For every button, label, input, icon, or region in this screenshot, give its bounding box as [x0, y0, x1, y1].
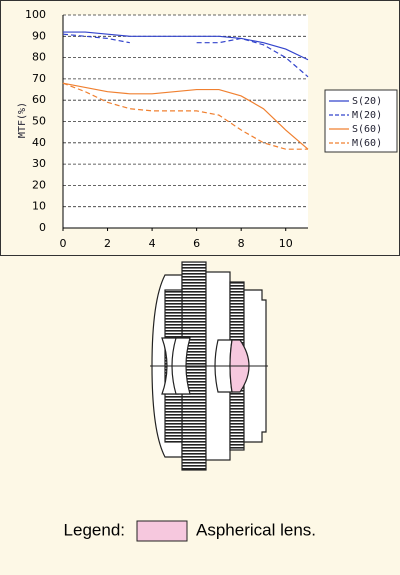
- y-tick-label: 80: [32, 51, 46, 64]
- y-tick-label: 0: [39, 221, 46, 234]
- legend-frame: [324, 89, 398, 153]
- y-tick-label: 40: [32, 136, 46, 149]
- legend-label: M(20): [352, 110, 382, 121]
- aspherical-swatch: [136, 520, 188, 542]
- x-tick-label: 4: [149, 237, 156, 250]
- x-tick-label: 0: [60, 237, 67, 250]
- y-tick-label: 90: [32, 29, 46, 42]
- y-tick-label: 20: [32, 178, 46, 191]
- legend-label: S(60): [352, 124, 382, 135]
- x-tick-label: 8: [238, 237, 245, 250]
- x-tick-label: 10: [279, 237, 293, 250]
- y-tick-label: 70: [32, 72, 46, 85]
- lens-diagram: [150, 261, 268, 471]
- y-axis-label: MTF(%): [17, 102, 28, 138]
- y-tick-label: 100: [25, 8, 46, 21]
- y-tick-label: 10: [32, 200, 46, 213]
- lens-legend-label: Legend:: [64, 520, 125, 539]
- legend-label: M(60): [352, 138, 382, 149]
- legend-label: S(20): [352, 96, 382, 107]
- legend: S(20) M(20) S(60) M(60): [324, 89, 398, 153]
- x-tick-label: 2: [104, 237, 111, 250]
- y-tick-label: 30: [32, 157, 46, 170]
- series-line: [62, 82, 308, 150]
- series-line: [62, 82, 309, 150]
- y-tick-label: 50: [32, 115, 46, 128]
- lens-legend-text: Aspherical lens.: [196, 520, 316, 539]
- series-line: [62, 33, 309, 78]
- x-tick-label: 6: [193, 237, 200, 250]
- series-line: [63, 31, 309, 61]
- y-tick-label: 60: [32, 93, 46, 106]
